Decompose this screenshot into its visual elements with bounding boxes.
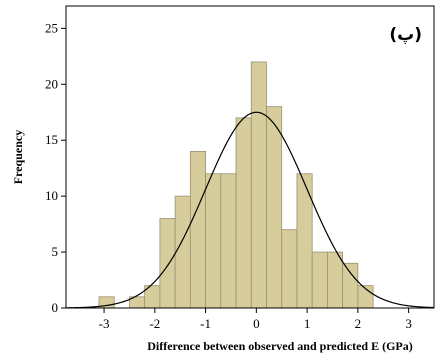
histogram-bar bbox=[327, 251, 344, 309]
histogram-bars bbox=[98, 61, 374, 309]
histogram-bar bbox=[189, 151, 206, 309]
histogram-bar bbox=[159, 218, 176, 309]
histogram-bar bbox=[296, 173, 313, 309]
x-tick-label: 1 bbox=[304, 316, 311, 331]
x-tick-label: -1 bbox=[200, 316, 211, 331]
histogram-bar bbox=[311, 251, 328, 309]
histogram-bar bbox=[266, 106, 283, 309]
y-tick-label: 5 bbox=[52, 244, 59, 259]
y-axis-ticks: 0 5 10 15 20 25 bbox=[45, 20, 66, 315]
y-tick-label: 15 bbox=[45, 132, 58, 147]
x-tick-label: 2 bbox=[355, 316, 362, 331]
plot-frame bbox=[65, 5, 435, 309]
histogram-bar bbox=[174, 195, 191, 309]
normal-curve bbox=[65, 111, 435, 309]
y-tick-label: 20 bbox=[45, 76, 58, 91]
y-tick-label: 10 bbox=[45, 188, 58, 203]
x-tick-label: -3 bbox=[99, 316, 110, 331]
y-tick-label: 25 bbox=[45, 20, 58, 35]
histogram-bar bbox=[342, 262, 359, 309]
x-axis-label: Difference between observed and predicte… bbox=[147, 339, 413, 353]
histogram-bar bbox=[250, 61, 267, 309]
histogram-bar bbox=[281, 229, 298, 309]
histogram-bar bbox=[205, 173, 222, 309]
histogram-bar bbox=[235, 117, 252, 309]
panel-label: (پ) bbox=[389, 25, 422, 45]
y-axis-label: Frequency bbox=[11, 130, 25, 184]
x-tick-label: 0 bbox=[253, 316, 260, 331]
x-axis-ticks: -3 -2 -1 0 1 2 3 bbox=[99, 308, 412, 331]
x-tick-label: 3 bbox=[405, 316, 412, 331]
histogram-bar bbox=[220, 173, 237, 309]
x-tick-label: -2 bbox=[149, 316, 160, 331]
y-tick-label: 0 bbox=[52, 300, 59, 315]
